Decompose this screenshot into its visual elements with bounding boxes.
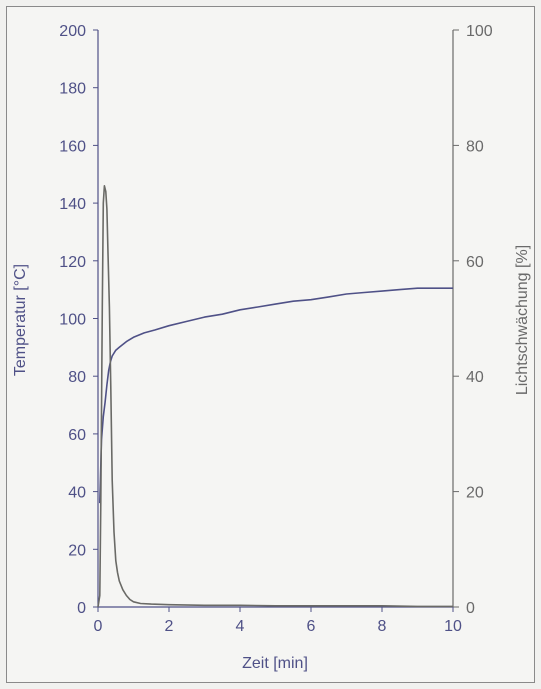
x-tick-label: 2 <box>165 618 174 635</box>
left-tick-label: 0 <box>77 600 86 617</box>
left-tick-label: 100 <box>59 312 86 329</box>
right-tick-label: 20 <box>466 485 484 502</box>
left-tick-label: 40 <box>68 485 86 502</box>
left-y-axis: 0 20 40 60 80 100 120 140 160 180 200 <box>59 23 99 617</box>
left-tick-label: 180 <box>59 81 86 98</box>
x-tick-label: 0 <box>94 618 103 635</box>
x-axis-title: Zeit [min] <box>242 655 308 672</box>
left-tick-label: 80 <box>68 369 86 386</box>
right-tick-label: 80 <box>466 138 484 155</box>
right-tick-label: 100 <box>466 23 493 40</box>
left-tick-label: 160 <box>59 138 86 155</box>
left-tick-label: 200 <box>59 23 86 40</box>
right-tick-label: 0 <box>466 600 475 617</box>
right-tick-label: 60 <box>466 254 484 271</box>
chart-frame <box>6 6 535 683</box>
x-tick-label: 10 <box>444 618 462 635</box>
x-tick-label: 8 <box>378 618 387 635</box>
right-y-axis: 0 20 40 60 80 100 <box>452 23 493 617</box>
light-attenuation-line <box>97 185 453 608</box>
x-tick-label: 4 <box>236 618 245 635</box>
left-y-axis-title: Temperatur [°C] <box>12 264 29 376</box>
right-y-axis-title: Lichtschwächung [%] <box>514 245 531 395</box>
temperature-line <box>99 287 453 504</box>
left-tick-label: 120 <box>59 254 86 271</box>
series-layer <box>97 185 453 608</box>
right-tick-label: 40 <box>466 369 484 386</box>
x-tick-label: 6 <box>307 618 316 635</box>
left-tick-label: 20 <box>68 542 86 559</box>
x-axis: 0 2 4 6 8 10 <box>94 606 462 635</box>
left-tick-label: 60 <box>68 427 86 444</box>
left-tick-label: 140 <box>59 196 86 213</box>
